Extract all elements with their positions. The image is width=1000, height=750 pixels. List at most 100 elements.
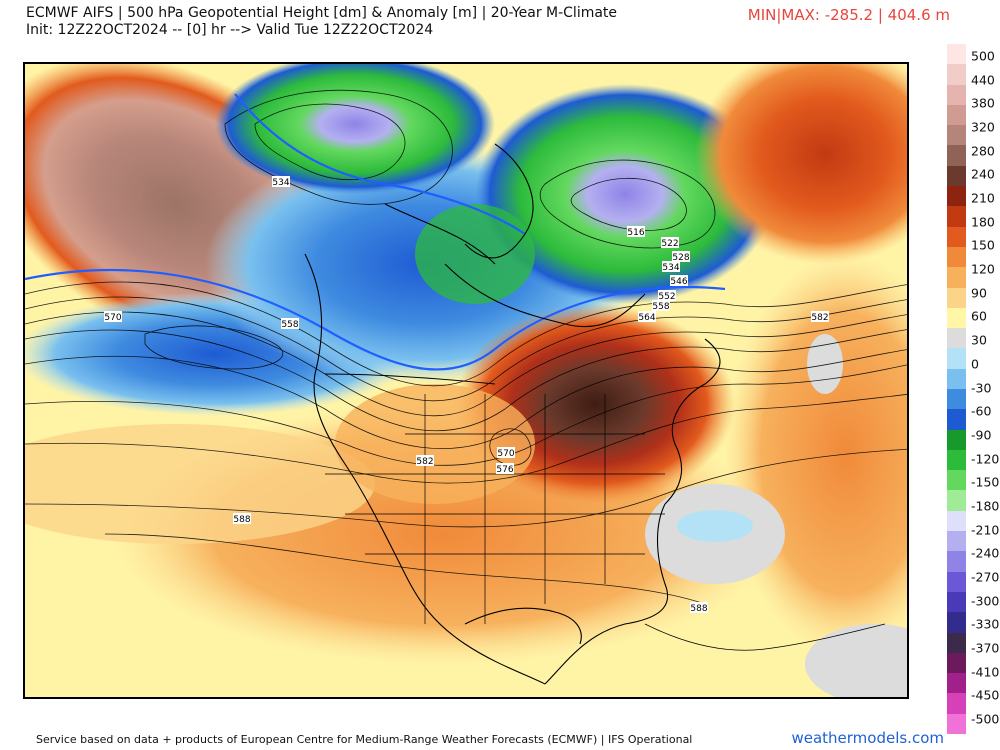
colorbar-tick-label: 240 [971, 166, 995, 182]
contour-label: 564 [638, 313, 655, 323]
colorbar-tick-label: -90 [971, 427, 992, 443]
map-subtitle-init-valid: Init: 12Z22OCT2024 -- [0] hr --> Valid T… [26, 22, 434, 38]
colorbar-tick-label: -60 [971, 403, 992, 419]
contour-label: 522 [661, 239, 678, 249]
colorbar-segment [947, 368, 966, 390]
colorbar-segment [947, 673, 966, 694]
colorbar-segment [947, 246, 966, 268]
contour-label-bg [104, 311, 122, 322]
colorbar-segment [947, 429, 966, 451]
contour-label: 558 [281, 320, 298, 330]
colorbar-segment [947, 531, 966, 552]
contour-label-bg [670, 275, 688, 286]
anomaly-colorbar [947, 44, 966, 735]
contour-label: 582 [416, 457, 433, 467]
data-credit: Service based on data + products of Euro… [36, 733, 693, 746]
contour-label-bg [658, 290, 676, 301]
contour-label-bg [272, 176, 290, 187]
colorbar-tick-label: -180 [971, 498, 1000, 514]
colorbar-tick-label: 90 [971, 285, 987, 301]
contour-label-bg [627, 226, 645, 237]
minmax-readout: MIN|MAX: -285.2 | 404.6 m [747, 6, 950, 24]
colorbar-segment [947, 145, 966, 167]
contour-label: 558 [652, 302, 669, 312]
contour-label-bg [662, 261, 680, 272]
colorbar-segment [947, 287, 966, 309]
colorbar-segment [947, 510, 966, 532]
contour-label: 546 [670, 277, 687, 287]
colorbar-segment [947, 389, 966, 410]
contour-label-bg [496, 463, 514, 474]
colorbar-tick-label: 120 [971, 261, 995, 277]
colorbar-tick-label: -120 [971, 451, 1000, 467]
contour-label-bg [652, 300, 670, 311]
colorbar-segment [947, 612, 966, 634]
colorbar-segment [947, 632, 966, 654]
colorbar-tick-label: 150 [971, 237, 995, 253]
colorbar-tick-label: 60 [971, 308, 987, 324]
site-link[interactable]: weathermodels.com [791, 729, 944, 747]
colorbar-tick-label: 500 [971, 48, 995, 64]
colorbar-segment [947, 328, 966, 349]
colorbar-segment [947, 64, 966, 86]
contour-label: 582 [811, 313, 828, 323]
map-title: ECMWF AIFS | 500 hPa Geopotential Height… [26, 5, 618, 21]
colorbar-tick-label: -410 [971, 664, 1000, 680]
contour-label: 534 [272, 178, 289, 188]
colorbar-tick-label: -30 [971, 380, 992, 395]
colorbar-tick-label: 210 [971, 190, 995, 206]
colorbar-segment [947, 186, 966, 207]
contour-label-bg [416, 455, 434, 466]
colorbar-tick-label: 280 [971, 143, 995, 159]
colorbar-tick-label: 380 [971, 95, 995, 111]
colorbar-segment [947, 348, 966, 370]
colorbar-tick-label: -500 [971, 711, 1000, 727]
weather-map: 534 570 558 516 522 528 534 546 552 558 564 582 570 5… [23, 62, 909, 699]
colorbar-tick-label: 180 [971, 214, 995, 230]
colorbar-tick-label: -240 [971, 545, 1000, 561]
colorbar-segment [947, 591, 966, 613]
contour-label: 552 [658, 292, 675, 302]
contour-label-bg [233, 513, 251, 524]
colorbar-tick-label: 30 [971, 332, 987, 348]
colorbar-tick-label: 0 [971, 356, 979, 372]
contour-label: 528 [672, 253, 689, 263]
colorbar-segment [947, 165, 966, 187]
colorbar-segment [947, 84, 966, 106]
contour-label-bg [661, 237, 679, 248]
colorbar-tick-label: -370 [971, 640, 1000, 656]
contour-label-bg [672, 251, 690, 262]
colorbar-tick-label: -150 [971, 474, 1000, 490]
colorbar-segment [947, 652, 966, 674]
colorbar-tick-label: -450 [971, 687, 1000, 703]
colorbar-tick-label: 320 [971, 119, 995, 135]
contour-label: 588 [690, 604, 707, 614]
colorbar-segment [947, 713, 966, 735]
colorbar-segment [947, 104, 966, 126]
colorbar-tick-label: -330 [971, 616, 1000, 632]
anomaly-field [25, 64, 907, 697]
colorbar-segment [947, 551, 966, 573]
contour-label: 588 [233, 515, 250, 525]
colorbar-segment [947, 206, 966, 228]
contour-label-bg [638, 311, 656, 322]
contour-label: 516 [627, 228, 644, 238]
contour-label-bg [690, 602, 708, 613]
contour-label: 534 [662, 263, 679, 273]
colorbar-tick-label: -210 [971, 522, 1000, 538]
contour-label-bg [497, 447, 515, 458]
colorbar-tick-label: -270 [971, 569, 1000, 585]
colorbar-segment [947, 490, 966, 512]
colorbar-segment [947, 267, 966, 289]
colorbar-segment [947, 449, 966, 471]
colorbar-segment [947, 44, 966, 65]
colorbar-segment [947, 409, 966, 431]
colorbar-segment [947, 307, 966, 329]
contour-label: 576 [496, 465, 513, 475]
colorbar-tick-label: 440 [971, 72, 995, 88]
colorbar-segment [947, 470, 966, 491]
colorbar-tick-label: -300 [971, 593, 1000, 609]
colorbar-segment [947, 571, 966, 593]
contour-label: 570 [497, 449, 514, 459]
